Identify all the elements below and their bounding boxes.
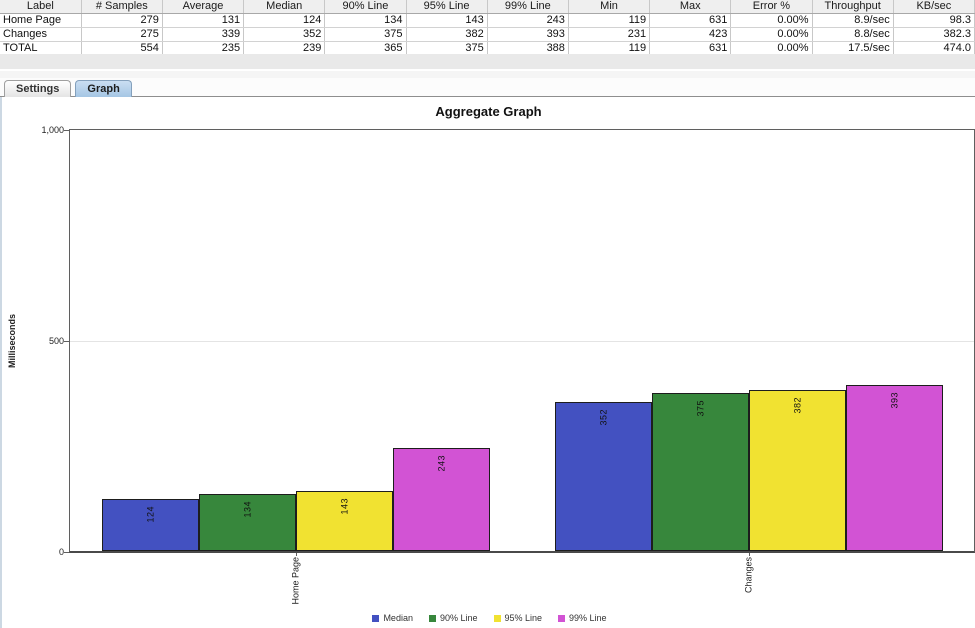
bar-value-label: 143 (339, 498, 349, 515)
divider-band (0, 71, 975, 78)
tab-settings[interactable]: Settings (4, 80, 72, 97)
y-axis-label: Milliseconds (7, 313, 17, 369)
value-cell: 124 (243, 13, 326, 28)
legend-item-90-line: 90% Line (428, 613, 478, 623)
bar-value-label: 243 (436, 455, 446, 472)
column-header-kb-sec[interactable]: KB/sec (893, 0, 975, 14)
table-header-row: Label # Samples Average Median 90% Line 95% L… (0, 0, 975, 14)
tab-bar: Settings Graph (0, 78, 975, 97)
value-cell: 631 (649, 13, 732, 28)
legend-swatch-icon (493, 614, 501, 622)
value-cell: 275 (81, 27, 163, 42)
column-header-max[interactable]: Max (649, 0, 732, 14)
value-cell: 143 (406, 13, 488, 28)
bar-90-line-changes: 375 (652, 393, 749, 551)
x-category-label-home-page: Home Page (290, 557, 301, 605)
value-cell: 243 (487, 13, 569, 28)
bar-value-label: 375 (695, 400, 705, 417)
column-header--samples[interactable]: # Samples (81, 0, 163, 14)
gridline-500 (70, 341, 974, 342)
value-cell: 279 (81, 13, 163, 28)
column-header-average[interactable]: Average (162, 0, 245, 14)
legend-item-95-line: 95% Line (493, 613, 543, 623)
legend-label: 99% Line (569, 613, 607, 623)
aggregate-report-table: Label # Samples Average Median 90% Line 95% L… (0, 0, 975, 56)
value-cell: 365 (324, 41, 407, 56)
y-tick-label-0: 0 (58, 547, 64, 557)
bar-99-line-home-page: 243 (393, 448, 490, 551)
plot-area: 124 134 143 243 352 375 382 393 (69, 129, 975, 553)
column-header-label[interactable]: Label (0, 0, 82, 14)
bar-value-label: 352 (598, 409, 608, 426)
column-header-throughput[interactable]: Throughput (812, 0, 894, 14)
value-cell: 0.00% (730, 13, 813, 28)
value-cell: 231 (568, 27, 651, 42)
value-cell: 423 (649, 27, 732, 42)
bar-value-label: 393 (889, 392, 899, 409)
x-tick-mark (296, 553, 297, 556)
column-header-error-[interactable]: Error % (730, 0, 813, 14)
legend-swatch-icon (372, 614, 380, 622)
column-header-median[interactable]: Median (243, 0, 326, 14)
bar-value-label: 134 (242, 501, 252, 518)
chart-legend: Median 90% Line 95% Line 99% Line (2, 613, 975, 623)
value-cell: 393 (487, 27, 569, 42)
value-cell: 339 (162, 27, 245, 42)
bar-99-line-changes: 393 (846, 385, 943, 551)
x-category-label-changes: Changes (743, 557, 754, 594)
value-cell: 131 (162, 13, 245, 28)
chart-title: Aggregate Graph (435, 104, 542, 119)
y-tick-mark (64, 341, 69, 342)
value-cell: 239 (243, 41, 326, 56)
column-header-90-line[interactable]: 90% Line (324, 0, 407, 14)
value-cell: 382 (406, 27, 488, 42)
legend-item-median: Median (372, 613, 413, 623)
bar-median-changes: 352 (555, 402, 652, 551)
bar-value-label: 382 (792, 397, 802, 414)
value-cell: 119 (568, 13, 651, 28)
value-cell: 98.3 (893, 13, 975, 28)
bar-95-line-home-page: 143 (296, 491, 393, 551)
value-cell: 388 (487, 41, 569, 56)
value-cell: 17.5/sec (812, 41, 894, 56)
graph-tab-panel: Aggregate Graph Milliseconds 0 500 1,000 1… (0, 97, 975, 628)
legend-swatch-icon (558, 614, 566, 622)
legend-label: 95% Line (504, 613, 543, 623)
bar-median-home-page: 124 (102, 499, 199, 551)
value-cell: 554 (81, 41, 163, 56)
value-cell: 0.00% (730, 41, 813, 56)
x-tick-mark (749, 553, 750, 556)
label-cell: Home Page (0, 13, 82, 28)
legend-item-99-line: 99% Line (558, 613, 607, 623)
table-row-total[interactable]: TOTAL 554 235 239 365 375 388 119 631 0.00% 17.5/s… (0, 41, 975, 56)
value-cell: 8.9/sec (812, 13, 894, 28)
legend-label: Median (383, 613, 413, 623)
value-cell: 375 (324, 27, 407, 42)
table-row-home-page[interactable]: Home Page 279 131 124 134 143 243 119 631 0.00% 8.… (0, 13, 975, 28)
bar-95-line-changes: 382 (749, 390, 846, 551)
column-header-95-line[interactable]: 95% Line (406, 0, 488, 14)
table-footer-band (0, 54, 975, 70)
column-header-min[interactable]: Min (568, 0, 651, 14)
column-header-99-line[interactable]: 99% Line (487, 0, 569, 14)
value-cell: 119 (568, 41, 651, 56)
value-cell: 134 (324, 13, 407, 28)
legend-label: 90% Line (439, 613, 478, 623)
value-cell: 382.3 (893, 27, 975, 42)
tab-graph[interactable]: Graph (75, 80, 132, 97)
value-cell: 352 (243, 27, 326, 42)
y-tick-label-500: 500 (48, 336, 64, 346)
bar-90-line-home-page: 134 (199, 494, 296, 551)
table-row-changes[interactable]: Changes 275 339 352 375 382 393 231 423 0.00% 8.8/… (0, 27, 975, 42)
value-cell: 8.8/sec (812, 27, 894, 42)
value-cell: 0.00% (730, 27, 813, 42)
y-tick-mark (64, 130, 69, 131)
y-tick-mark (64, 552, 69, 553)
bar-value-label: 124 (145, 506, 155, 523)
label-cell: Changes (0, 27, 82, 42)
legend-swatch-icon (428, 614, 436, 622)
y-tick-label-1000: 1,000 (41, 125, 64, 135)
